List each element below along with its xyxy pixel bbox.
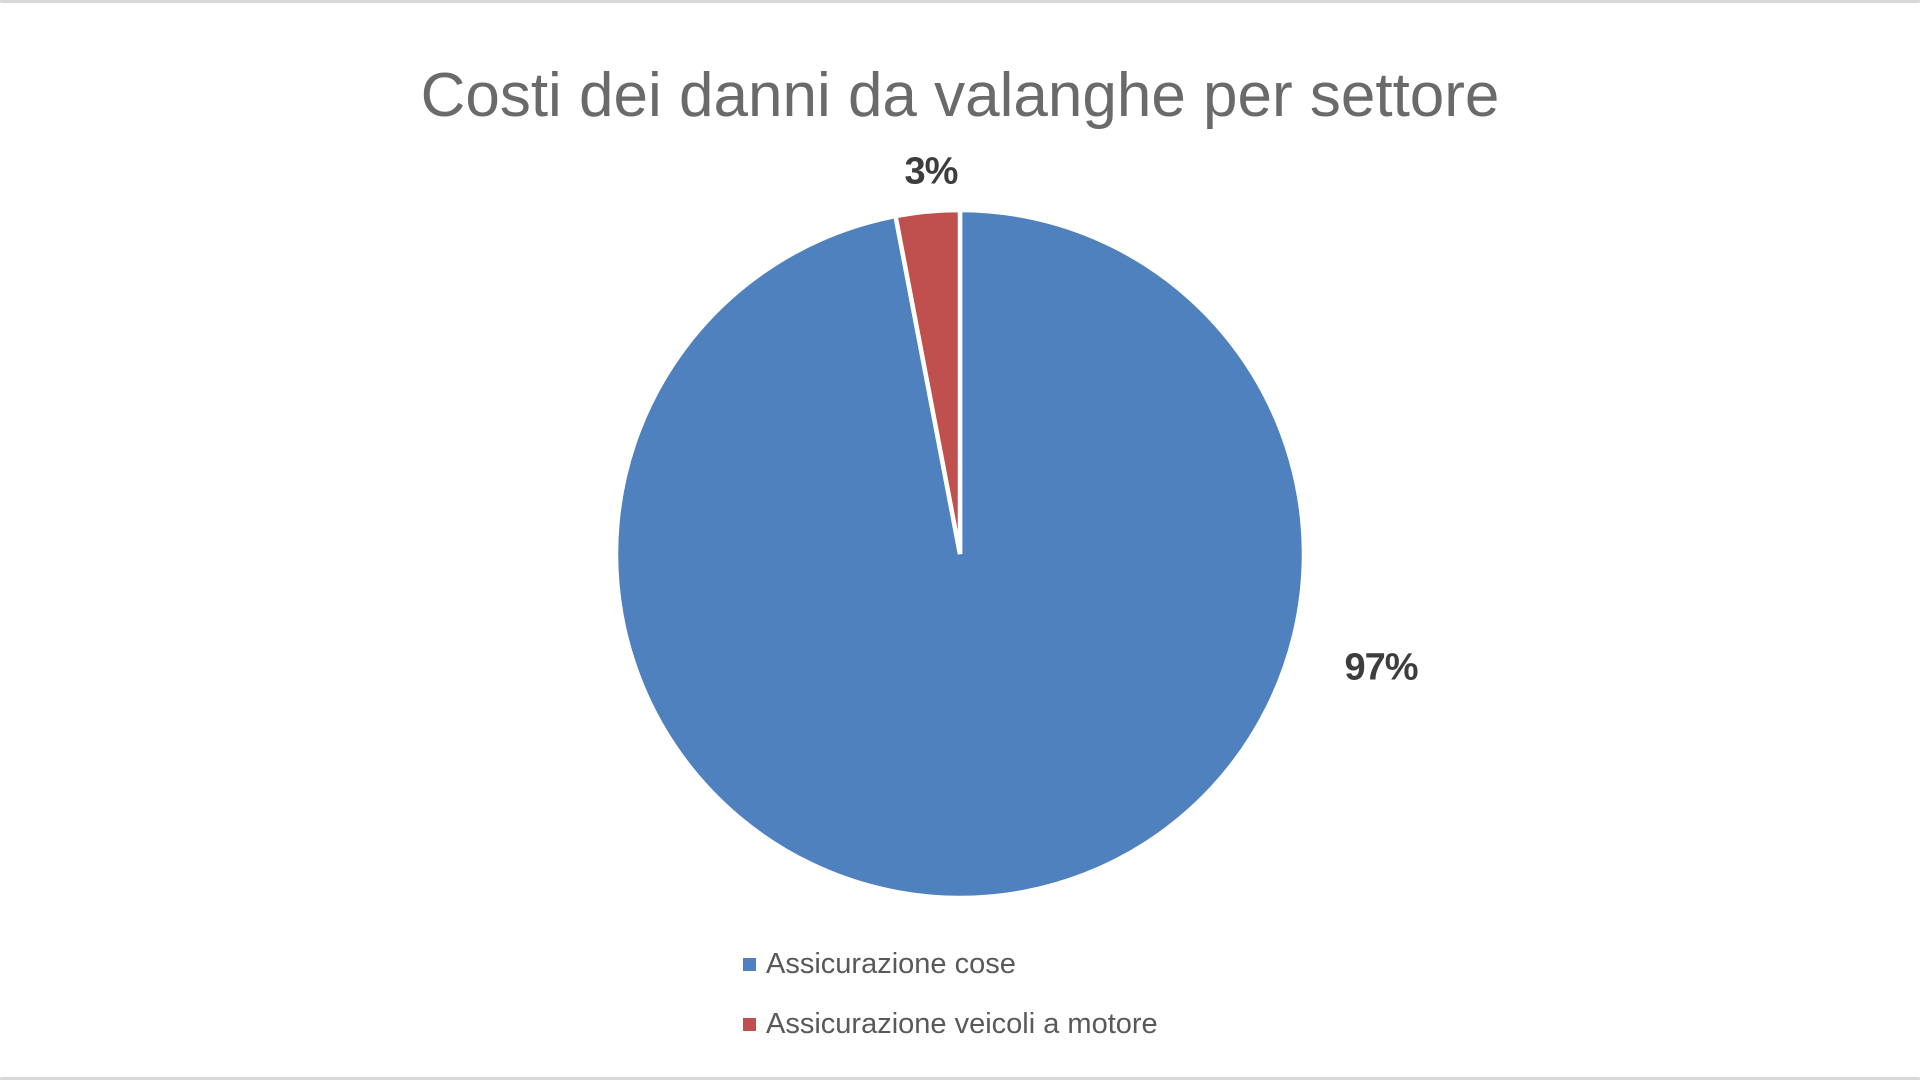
screen-edge-bottom [0, 1077, 1920, 1080]
screen-edge-top [0, 0, 1920, 3]
data-label-assicurazione-veicoli: 3% [904, 150, 959, 193]
legend-item-assicurazione-veicoli: Assicurazione veicoli a motore [743, 1008, 1158, 1040]
chart-title: Costi dei danni da valanghe per settore [420, 60, 1500, 130]
legend-label: Assicurazione cose [766, 947, 1016, 980]
data-label-assicurazione-cose: 97% [1344, 646, 1418, 689]
chart-legend: Assicurazione cose Assicurazione veicoli… [743, 948, 1158, 1068]
pie-chart-svg [613, 207, 1307, 901]
legend-item-assicurazione-cose: Assicurazione cose [743, 948, 1158, 980]
pie-slice-assicurazione-veicoli-a-motore [892, 207, 963, 555]
legend-swatch-icon [743, 957, 756, 971]
legend-label: Assicurazione veicoli a motore [766, 1007, 1158, 1040]
legend-swatch-icon [743, 1017, 756, 1031]
pie-chart [610, 204, 1310, 904]
